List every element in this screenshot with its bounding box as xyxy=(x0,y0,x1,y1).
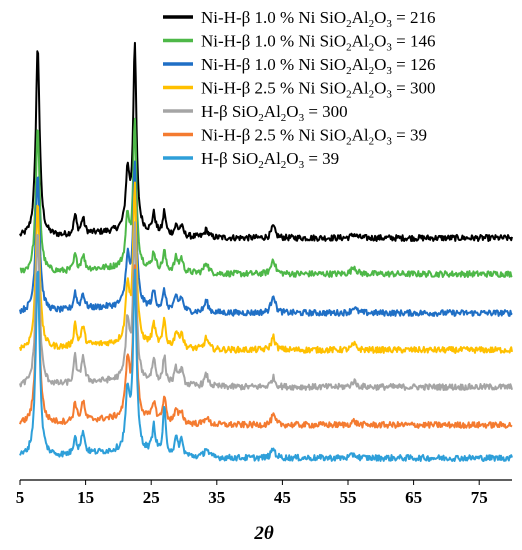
x-tick-label: 25 xyxy=(143,488,160,507)
x-tick-label: 55 xyxy=(340,488,357,507)
series-layer xyxy=(19,41,513,463)
x-tick-label: 65 xyxy=(405,488,422,507)
legend-label: Ni-H-β 1.0 % Ni SiO2Al2O3 = 126 xyxy=(201,55,436,77)
series-line-5 xyxy=(19,221,513,391)
series-line-7 xyxy=(19,268,513,463)
legend-label: Ni-H-β 1.0 % Ni SiO2Al2O3 = 216 xyxy=(201,8,436,30)
legend-label: H-β SiO2Al2O3 = 39 xyxy=(201,149,339,171)
series-line-6 xyxy=(19,264,513,429)
legend-label: Ni-H-β 1.0 % Ni SiO2Al2O3 = 146 xyxy=(201,32,436,54)
x-tick-label: 45 xyxy=(274,488,291,507)
x-tick-label: 75 xyxy=(471,488,488,507)
x-axis-label: 2θ xyxy=(253,523,274,544)
legend-label: Ni-H-β 2.5 % Ni SiO2Al2O3 = 300 xyxy=(201,79,436,101)
legend-label: H-β SiO2Al2O3 = 300 xyxy=(201,102,348,124)
x-tick-label: 5 xyxy=(16,488,25,507)
x-tick-label: 15 xyxy=(77,488,94,507)
series-line-1 xyxy=(19,41,513,242)
x-axis: 5 15 25 35 45 55 65 75 xyxy=(16,479,512,507)
series-line-2 xyxy=(19,117,513,278)
x-tick-label: 35 xyxy=(208,488,225,507)
legend-label: Ni-H-β 2.5 % Ni SiO2Al2O3 = 39 xyxy=(201,126,427,148)
series-line-4 xyxy=(19,181,513,354)
series-line-3 xyxy=(19,160,513,317)
